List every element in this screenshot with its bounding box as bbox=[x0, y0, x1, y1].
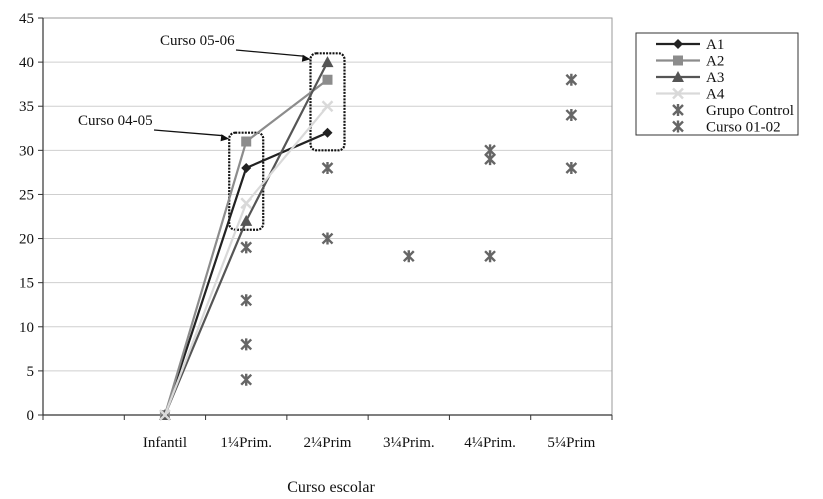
data-point bbox=[240, 241, 253, 254]
y-tick-label: 15 bbox=[19, 276, 34, 292]
legend-marker bbox=[672, 104, 684, 116]
x-tick-label: 3¼Prim. bbox=[383, 435, 435, 451]
series-a4 bbox=[159, 100, 334, 421]
legend-box bbox=[635, 32, 799, 136]
series-layer bbox=[158, 56, 578, 421]
legend-label: A3 bbox=[706, 70, 724, 86]
legend-label: A2 bbox=[706, 54, 724, 70]
y-tick-label: 35 bbox=[19, 99, 34, 115]
data-point bbox=[159, 409, 171, 421]
data-point bbox=[321, 232, 334, 245]
legend-label: A4 bbox=[706, 87, 725, 103]
x-tick-label: 5¼Prim bbox=[547, 435, 595, 451]
data-point bbox=[240, 214, 253, 226]
legend-marker bbox=[672, 87, 684, 100]
legend-marker bbox=[672, 120, 684, 133]
annotation-box bbox=[309, 52, 346, 152]
data-point bbox=[402, 250, 415, 263]
data-point bbox=[321, 161, 334, 174]
series-line bbox=[163, 131, 328, 416]
series-line bbox=[163, 105, 329, 416]
y-axis: 0 5 10 15 20 25 30 35 40 45 bbox=[19, 11, 44, 424]
y-tick-label: 45 bbox=[19, 11, 34, 27]
data-point bbox=[322, 74, 333, 85]
x-axis: Infantil 1¼Prim. 2¼Prim 3¼Prim. 4¼Prim. 5¼Pri… bbox=[42, 414, 613, 451]
x-tick-label: Infantil bbox=[143, 435, 187, 451]
series-grupo-control bbox=[240, 73, 578, 386]
y-tick-label: 40 bbox=[19, 55, 34, 71]
data-point bbox=[321, 100, 334, 113]
y-tick-label: 10 bbox=[19, 320, 34, 336]
legend-label: Curso 01-02 bbox=[706, 120, 781, 136]
y-tick-label: 20 bbox=[19, 232, 34, 248]
annotation-label: Curso 04-05 bbox=[78, 113, 153, 129]
data-point bbox=[484, 153, 496, 166]
annotation-arrowhead bbox=[301, 54, 311, 62]
data-point bbox=[240, 338, 253, 351]
y-tick-label: 0 bbox=[27, 408, 35, 424]
data-point bbox=[322, 127, 333, 138]
data-point bbox=[321, 56, 334, 68]
y-tick-label: 25 bbox=[19, 187, 34, 203]
data-point bbox=[565, 109, 578, 122]
legend-marker bbox=[673, 55, 683, 66]
data-point bbox=[240, 373, 253, 386]
x-tick-label: 2¼Prim bbox=[304, 435, 352, 451]
annotation-arrow bbox=[153, 129, 224, 137]
series-curso-01-02 bbox=[484, 109, 578, 166]
y-tick-label: 30 bbox=[19, 143, 34, 159]
data-point bbox=[240, 197, 253, 210]
annotation-box bbox=[228, 131, 265, 231]
x-tick-label: 1¼Prim. bbox=[220, 435, 272, 451]
x-tick-label: 4¼Prim. bbox=[464, 435, 516, 451]
annotation-arrow bbox=[235, 49, 305, 57]
y-tick-label: 5 bbox=[27, 364, 35, 380]
annotation-arrowhead bbox=[220, 134, 230, 142]
data-point bbox=[241, 136, 252, 147]
data-point bbox=[565, 73, 578, 86]
data-point bbox=[241, 162, 252, 173]
legend-marker bbox=[673, 39, 683, 49]
legend-label: A1 bbox=[706, 37, 724, 53]
data-point bbox=[240, 294, 253, 307]
data-point bbox=[565, 161, 578, 174]
data-point bbox=[484, 250, 496, 263]
legend-label: Grupo Control bbox=[706, 103, 794, 119]
annotation-label: Curso 05-06 bbox=[160, 33, 235, 49]
annotations: Curso 04-05 Curso 05-06 bbox=[78, 33, 346, 231]
legend-marker bbox=[672, 71, 684, 82]
x-axis-title: Curso escolar bbox=[287, 479, 375, 496]
